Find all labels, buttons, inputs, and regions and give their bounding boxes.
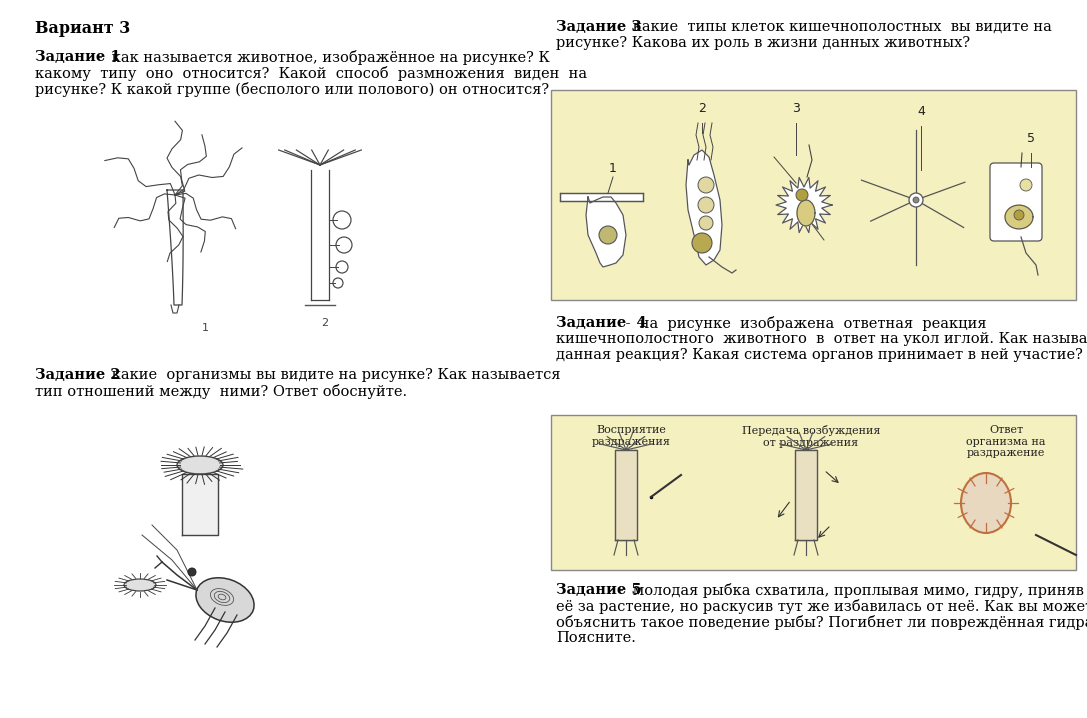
- Text: Ответ
организма на
раздражение: Ответ организма на раздражение: [966, 425, 1046, 458]
- Text: 5: 5: [1027, 132, 1035, 145]
- Circle shape: [333, 278, 343, 288]
- Circle shape: [698, 177, 714, 193]
- Text: Задание 2: Задание 2: [35, 368, 121, 382]
- Circle shape: [913, 197, 919, 203]
- Text: Задание  4: Задание 4: [555, 316, 647, 330]
- Polygon shape: [776, 177, 832, 233]
- Polygon shape: [182, 474, 218, 535]
- Text: Поясните.: Поясните.: [555, 631, 636, 645]
- Polygon shape: [686, 150, 722, 265]
- Circle shape: [336, 261, 348, 273]
- Text: Задание 1: Задание 1: [35, 50, 121, 64]
- Text: тип отношений между  ними? Ответ обоснуйте.: тип отношений между ними? Ответ обоснуйт…: [35, 384, 408, 399]
- Polygon shape: [167, 190, 184, 305]
- Ellipse shape: [196, 578, 254, 623]
- Text: Передача возбуждения
от раздражения: Передача возбуждения от раздражения: [741, 425, 880, 447]
- Text: рисунке? К какой группе (бесполого или полового) он относится?: рисунке? К какой группе (бесполого или п…: [35, 82, 549, 97]
- Polygon shape: [586, 197, 626, 267]
- Text: -  как называется животное, изображённое на рисунке? К: - как называется животное, изображённое …: [93, 50, 550, 65]
- Circle shape: [599, 226, 617, 244]
- Circle shape: [698, 197, 714, 213]
- Circle shape: [909, 193, 923, 207]
- Text: 2: 2: [322, 318, 328, 328]
- Text: 1: 1: [201, 323, 209, 333]
- Text: её за растение, но раскусив тут же избавилась от неё. Как вы можете: её за растение, но раскусив тут же избав…: [555, 599, 1087, 614]
- Text: какому  типу  оно  относится?  Какой  способ  размножения  виден  на: какому типу оно относится? Какой способ …: [35, 66, 587, 81]
- Circle shape: [188, 568, 196, 576]
- Circle shape: [699, 216, 713, 230]
- Text: 3: 3: [792, 102, 800, 115]
- Text: -  какие  типы клеток кишечнополостных  вы видите на: - какие типы клеток кишечнополостных вы …: [614, 20, 1052, 34]
- Bar: [551, 90, 1076, 300]
- Polygon shape: [797, 200, 815, 226]
- Text: Вариант 3: Вариант 3: [35, 20, 130, 37]
- Circle shape: [1014, 210, 1024, 220]
- Ellipse shape: [961, 473, 1011, 533]
- Circle shape: [692, 233, 712, 253]
- Text: рисунке? Какова их роль в жизни данных животных?: рисунке? Какова их роль в жизни данных ж…: [555, 36, 970, 50]
- Polygon shape: [615, 450, 637, 540]
- Ellipse shape: [177, 456, 223, 474]
- Polygon shape: [795, 450, 817, 540]
- FancyArrow shape: [560, 193, 644, 201]
- Polygon shape: [1005, 205, 1033, 229]
- Text: объяснить такое поведение рыбы? Погибнет ли повреждённая гидра?: объяснить такое поведение рыбы? Погибнет…: [555, 615, 1087, 630]
- Text: 2: 2: [698, 102, 705, 115]
- FancyBboxPatch shape: [990, 163, 1042, 241]
- Text: -  какие  организмы вы видите на рисунке? Как называется: - какие организмы вы видите на рисунке? …: [93, 368, 561, 382]
- Text: данная реакция? Какая система органов принимает в ней участие?: данная реакция? Какая система органов пр…: [555, 348, 1083, 362]
- Text: 1: 1: [609, 162, 617, 175]
- Text: -  на  рисунке  изображена  ответная  реакция: - на рисунке изображена ответная реакция: [621, 316, 986, 331]
- Text: Задание 5: Задание 5: [555, 583, 641, 597]
- Text: Восприятие
раздражения: Восприятие раздражения: [591, 425, 671, 447]
- Text: Задание 3: Задание 3: [555, 20, 641, 34]
- Circle shape: [333, 211, 351, 229]
- Text: -  молодая рыбка схватила, проплывая мимо, гидру, приняв: - молодая рыбка схватила, проплывая мимо…: [614, 583, 1084, 598]
- Circle shape: [336, 237, 352, 253]
- Circle shape: [796, 189, 808, 201]
- Polygon shape: [311, 170, 329, 300]
- Text: 4: 4: [917, 105, 925, 118]
- Circle shape: [1020, 179, 1032, 191]
- Bar: [551, 415, 1076, 570]
- Text: кишечнополостного  животного  в  ответ на укол иглой. Как называется: кишечнополостного животного в ответ на у…: [555, 332, 1087, 346]
- Ellipse shape: [124, 579, 157, 591]
